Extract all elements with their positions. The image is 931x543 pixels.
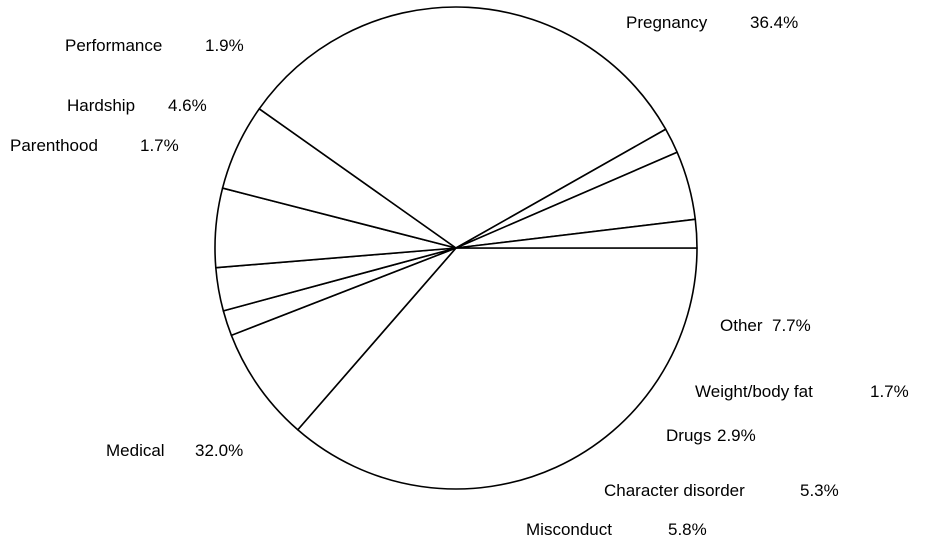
pie-slices <box>214 6 698 490</box>
pie-slice-other <box>230 247 457 431</box>
slice-value-drugs: 2.9% <box>717 426 756 445</box>
slice-value-parenthood: 1.7% <box>140 136 179 155</box>
slice-label-drugs: Drugs <box>666 426 711 445</box>
slice-label-weight-body-fat: Weight/body fat <box>695 382 813 401</box>
slice-value-other: 7.7% <box>772 316 811 335</box>
slice-value-medical: 32.0% <box>195 441 243 460</box>
slice-value-misconduct: 5.8% <box>668 520 707 539</box>
slice-label-pregnancy: Pregnancy <box>626 13 708 32</box>
slice-label-hardship: Hardship <box>67 96 135 115</box>
slice-value-hardship: 4.6% <box>168 96 207 115</box>
slice-label-parenthood: Parenthood <box>10 136 98 155</box>
slice-value-pregnancy: 36.4% <box>750 13 798 32</box>
pie-slice-medical <box>258 6 667 249</box>
slice-label-performance: Performance <box>65 36 162 55</box>
slice-label-other: Other <box>720 316 763 335</box>
pie-labels: Pregnancy 36.4% Other 7.7% Weight/body f… <box>10 13 909 539</box>
slice-label-misconduct: Misconduct <box>526 520 612 539</box>
slice-value-character-disorder: 5.3% <box>800 481 839 500</box>
pie-slice-performance <box>455 218 698 249</box>
slice-label-character-disorder: Character disorder <box>604 481 745 500</box>
slice-label-medical: Medical <box>106 441 165 460</box>
slice-value-weight-body-fat: 1.7% <box>870 382 909 401</box>
pie-slice-pregnancy <box>296 247 698 490</box>
slice-value-performance: 1.9% <box>205 36 244 55</box>
